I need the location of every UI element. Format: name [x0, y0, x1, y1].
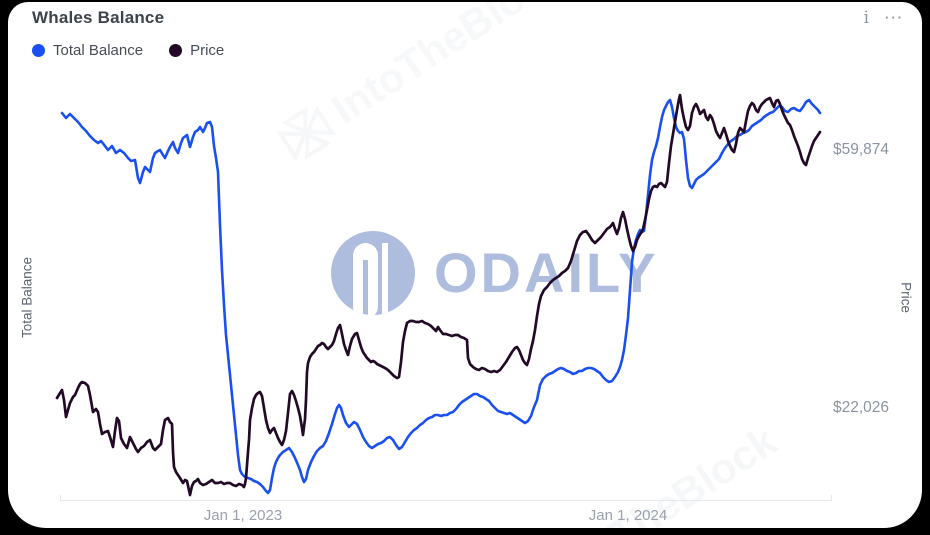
legend-label-total-balance: Total Balance [53, 42, 144, 59]
legend-item-total-balance[interactable]: Total Balance [32, 42, 143, 59]
right-axis-value-high: $59,874 [833, 141, 890, 158]
chart-card: Whales Balance i ··· Total Balance Price [8, 2, 922, 528]
series-line-total-balance [60, 98, 822, 495]
page-title: Whales Balance [32, 8, 165, 27]
card-toolbar: i ··· [864, 8, 904, 28]
x-tick-2023: Jan 1, 2023 [203, 507, 283, 524]
legend-dot-price [169, 44, 183, 57]
right-axis-value-low: $22,026 [833, 399, 890, 416]
legend-item-price[interactable]: Price [169, 42, 224, 59]
legend-label-price: Price [190, 42, 225, 59]
chart-canvas[interactable] [8, 2, 922, 528]
x-axis-line [60, 495, 832, 501]
info-icon[interactable]: i [863, 8, 869, 28]
legend-dot-total-balance [32, 44, 45, 57]
chart-legend: Total Balance Price [32, 42, 224, 59]
more-options-icon[interactable]: ··· [885, 10, 904, 25]
x-tick-2024: Jan 1, 2024 [588, 507, 668, 524]
series-line-price [55, 93, 822, 497]
